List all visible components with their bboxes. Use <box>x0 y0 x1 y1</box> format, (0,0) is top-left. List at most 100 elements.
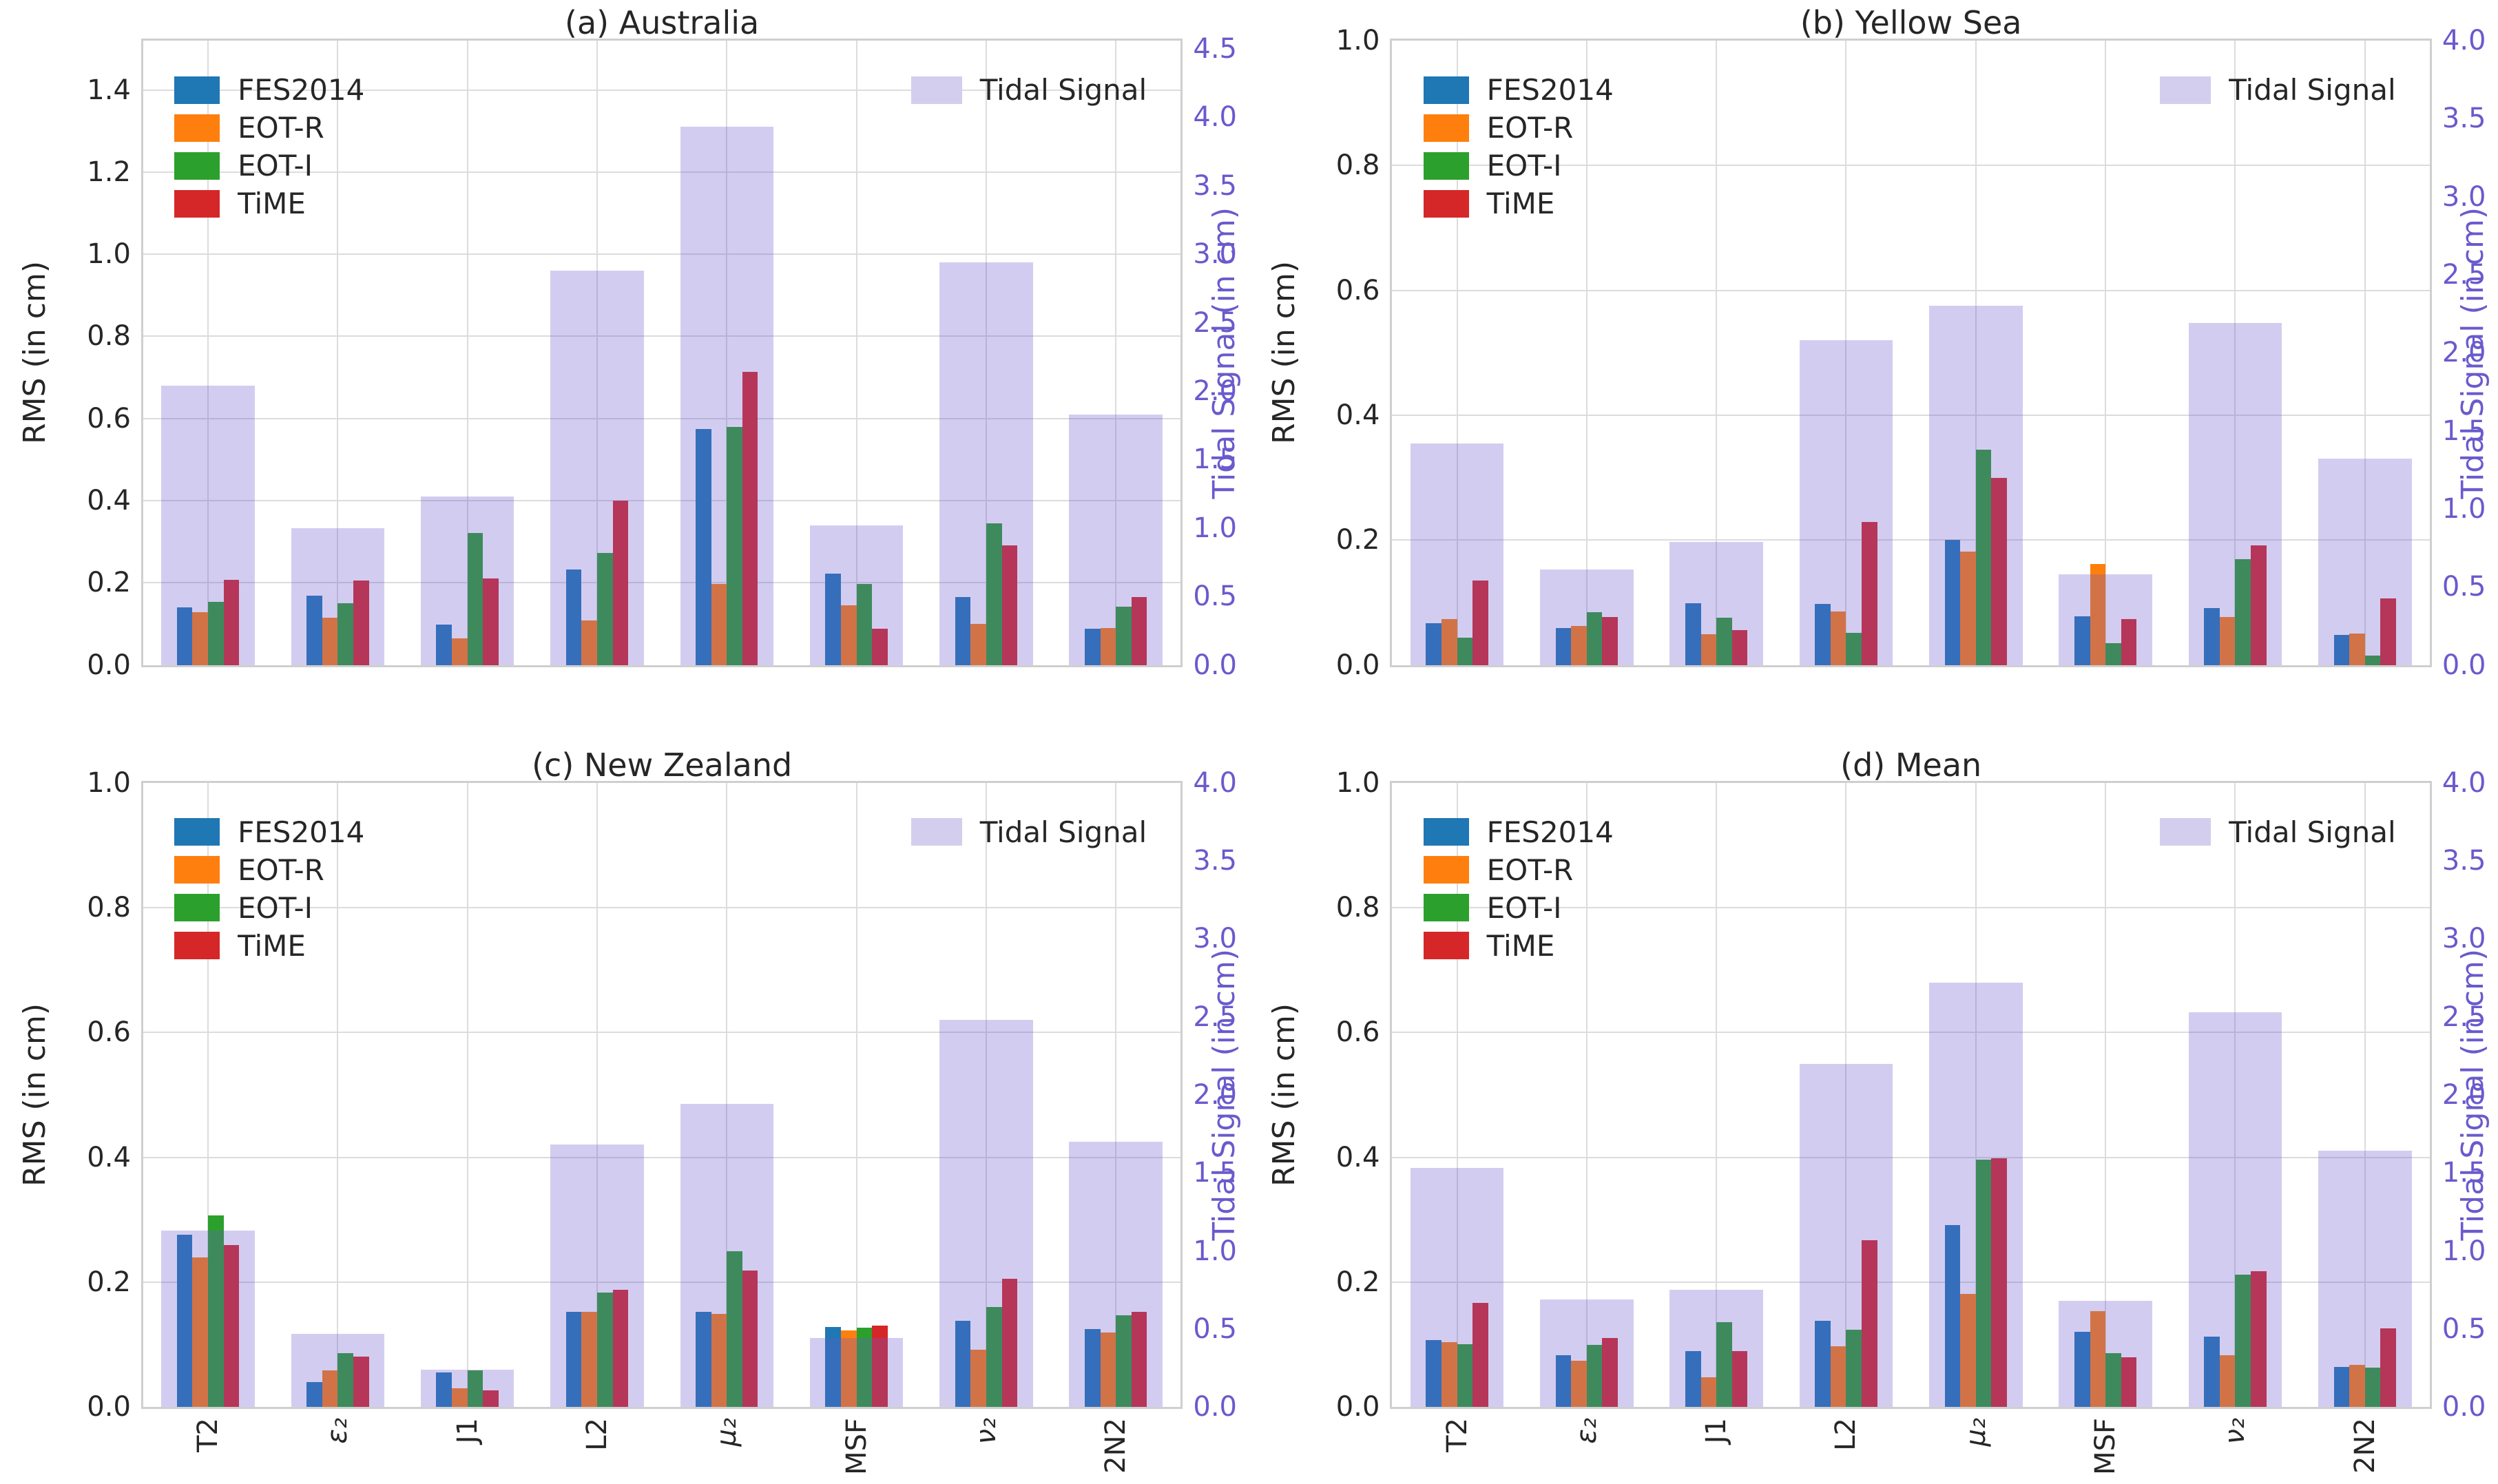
bar-eot-r <box>192 1257 209 1408</box>
y-tick-label-right: 1.5 <box>2442 415 2486 447</box>
y-tick-label-right: 3.5 <box>2442 844 2486 877</box>
gridline-vertical <box>2234 41 2236 665</box>
bar-time <box>1862 522 1877 665</box>
y-tick-label-left: 1.0 <box>1335 25 1380 57</box>
legend-item-eot-i: EOT-I <box>174 891 313 925</box>
legend-label: Tidal Signal <box>2229 815 2396 849</box>
bar-fes2014 <box>1944 540 1961 665</box>
bar-time <box>1472 581 1488 665</box>
y-tick-label-left: 1.2 <box>87 156 131 188</box>
bar-eot-r <box>581 620 597 665</box>
legend-item-fes2014: FES2014 <box>174 73 364 107</box>
bar-time <box>353 581 369 665</box>
legend-label: Tidal Signal <box>979 815 1147 849</box>
bar-eot-i <box>467 532 483 665</box>
bar-fes2014 <box>1685 603 1701 665</box>
bar-fes2014 <box>955 596 971 665</box>
bar-eot-r <box>1960 551 1976 665</box>
bar-tidal-signal <box>680 1104 774 1408</box>
legend-swatch <box>910 818 962 846</box>
y-tick-label-left: 0.2 <box>87 1266 131 1298</box>
y-tick-label-left: 0.8 <box>1335 149 1380 182</box>
legend-swatch <box>174 856 220 884</box>
legend-item-eot-i: EOT-I <box>1423 890 1562 925</box>
bar-time <box>1602 1338 1619 1408</box>
gridline-horizontal <box>143 1281 1181 1283</box>
legend-label: FES2014 <box>238 73 365 107</box>
legend-item-eot-r: EOT-R <box>174 853 324 887</box>
y-tick-label-left: 0.2 <box>87 567 131 599</box>
bar-eot-i <box>727 426 742 665</box>
bar-time <box>1472 1302 1488 1408</box>
panel-title: (a) Australia <box>565 4 760 42</box>
bar-tidal-signal <box>2059 1301 2152 1408</box>
bar-eot-r <box>452 638 468 665</box>
y-tick-label-right: 2.0 <box>2442 337 2486 369</box>
legend-label: EOT-R <box>1486 853 1574 887</box>
bar-fes2014 <box>2074 616 2090 665</box>
bar-eot-r <box>1571 1361 1587 1408</box>
legend-label: EOT-I <box>1486 149 1562 183</box>
bar-time <box>483 1390 499 1408</box>
bar-time <box>742 372 758 665</box>
bar-eot-i <box>1586 612 1603 665</box>
bar-eot-i <box>856 584 873 665</box>
gridline-vertical <box>1975 782 1977 1408</box>
gridline-horizontal <box>143 335 1181 337</box>
y-tick-label-right: 1.5 <box>1193 443 1237 476</box>
x-tick-label: J1 <box>451 1418 483 1444</box>
gridline-vertical <box>1456 41 1458 665</box>
bar-eot-r <box>452 1388 468 1408</box>
gridline-vertical <box>726 782 728 1408</box>
gridline-vertical <box>596 782 598 1408</box>
bar-tidal-signal <box>809 1338 904 1408</box>
bar-time <box>1131 1312 1147 1408</box>
gridline-horizontal <box>1392 165 2430 167</box>
bar-tidal-signal <box>2188 1012 2282 1408</box>
legend-item-tidal-signal: Tidal Signal <box>910 73 1147 107</box>
bar-fes2014 <box>176 1234 193 1408</box>
bar-eot-r <box>2349 634 2365 665</box>
bar-time <box>612 1289 629 1408</box>
bar-time <box>2251 1271 2267 1408</box>
bar-time <box>2121 1357 2137 1408</box>
bar-eot-r <box>1700 634 1717 665</box>
gridline-horizontal <box>143 89 1181 91</box>
legend-swatch <box>1423 189 1469 218</box>
bar-fes2014 <box>1815 1321 1831 1408</box>
x-tick-label: L2 <box>1830 1418 1862 1451</box>
gridline-vertical <box>1585 782 1588 1408</box>
bar-fes2014 <box>1555 628 1572 665</box>
gridline-horizontal <box>143 417 1181 419</box>
y-tick-label-left: 0.0 <box>1335 1391 1380 1423</box>
y-tick-label-right: 3.5 <box>1193 844 1237 877</box>
bar-time <box>2380 598 2396 665</box>
bar-eot-r <box>841 1330 857 1408</box>
legend-label: TiME <box>1486 928 1555 963</box>
bar-tidal-signal <box>1540 1299 1634 1408</box>
bar-fes2014 <box>825 573 841 665</box>
y-tick-label-left: 0.0 <box>87 649 131 681</box>
bar-time <box>1991 1158 2007 1408</box>
x-tick-label: 2N2 <box>1100 1418 1132 1474</box>
bar-eot-i <box>986 523 1002 665</box>
y-tick-label-left: 0.4 <box>1335 1141 1380 1173</box>
panel-new-zealand: (c) New Zealand RMS (in cm) Tidal Signal… <box>0 742 1249 1484</box>
y-tick-label-right: 1.0 <box>2442 1235 2486 1267</box>
bar-eot-i <box>2364 656 2381 665</box>
bar-fes2014 <box>696 428 711 665</box>
y-axis-label-left: RMS (in cm) <box>1266 261 1302 445</box>
bar-eot-i <box>1457 1344 1473 1408</box>
bar-eot-i <box>1116 606 1132 665</box>
bar-eot-r <box>1441 618 1457 665</box>
y-tick-label-right: 3.0 <box>1193 238 1237 271</box>
bar-eot-r <box>322 618 338 665</box>
bar-tidal-signal <box>291 527 385 665</box>
bar-fes2014 <box>2204 608 2220 665</box>
bar-time <box>1001 545 1018 665</box>
y-tick-label-right: 3.5 <box>2442 103 2486 135</box>
legend-label: EOT-I <box>1486 890 1562 925</box>
legend-item-fes2014: FES2014 <box>174 815 364 849</box>
bar-tidal-signal <box>1929 306 2023 665</box>
bar-tidal-signal <box>550 271 644 665</box>
